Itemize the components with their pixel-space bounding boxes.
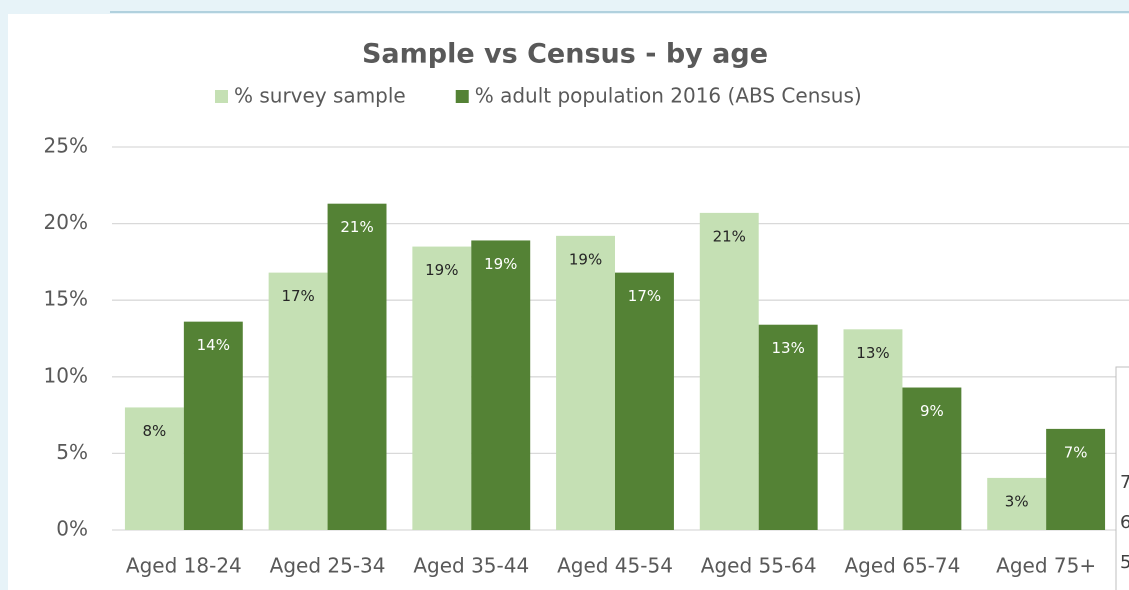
- x-tick-label: Aged 65-74: [844, 554, 960, 578]
- bar: [327, 203, 387, 530]
- data-label: 19%: [569, 250, 602, 268]
- bar: [902, 387, 962, 530]
- data-label: 9%: [920, 402, 944, 420]
- y-tick-label: 10%: [44, 363, 88, 387]
- data-label: 7%: [1064, 443, 1088, 461]
- overlay-fragment: 5: [1120, 552, 1129, 573]
- data-label: 17%: [281, 287, 314, 305]
- data-label: 21%: [340, 218, 373, 236]
- bar: [183, 321, 243, 530]
- x-tick-label: Aged 25-34: [270, 554, 386, 578]
- bar: [758, 324, 818, 530]
- y-tick-label: 25%: [44, 134, 88, 158]
- legend-label: % survey sample: [234, 84, 406, 108]
- data-label: 19%: [484, 255, 517, 273]
- bar: [412, 246, 472, 530]
- data-label: 21%: [713, 227, 746, 245]
- bar: [556, 235, 615, 530]
- legend-swatch: [215, 90, 228, 103]
- y-tick-label: 20%: [44, 210, 88, 234]
- bar: [124, 407, 184, 530]
- data-label: 19%: [425, 261, 458, 279]
- data-label: 17%: [628, 287, 661, 305]
- bar: [471, 240, 531, 530]
- data-label: 13%: [772, 339, 805, 357]
- y-tick-label: 5%: [56, 440, 88, 464]
- y-tick-label: 0%: [56, 517, 88, 541]
- y-tick-label: 15%: [44, 287, 88, 311]
- x-tick-label: Aged 45-54: [557, 554, 673, 578]
- bar: [699, 212, 759, 530]
- bar: [268, 272, 328, 530]
- overlay-fragment: 7: [1120, 472, 1129, 493]
- data-label: 8%: [142, 422, 166, 440]
- overlay-box: [1115, 366, 1129, 590]
- x-tick-label: Aged 35-44: [413, 554, 529, 578]
- bar: [615, 272, 674, 530]
- data-label: 14%: [197, 336, 230, 354]
- data-label: 13%: [856, 344, 889, 362]
- overlay-fragment: 6: [1120, 512, 1129, 533]
- bar: [843, 329, 903, 530]
- legend-swatch: [455, 90, 469, 103]
- chart-title: Sample vs Census - by age: [362, 39, 768, 70]
- x-tick-label: Aged 18-24: [126, 554, 242, 578]
- bar: [1046, 428, 1106, 530]
- bar: [987, 477, 1047, 530]
- x-tick-label: Aged 75+: [996, 554, 1096, 578]
- data-label: 3%: [1005, 492, 1029, 510]
- x-tick-label: Aged 55-64: [701, 554, 817, 578]
- legend-label: % adult population 2016 (ABS Census): [475, 84, 862, 108]
